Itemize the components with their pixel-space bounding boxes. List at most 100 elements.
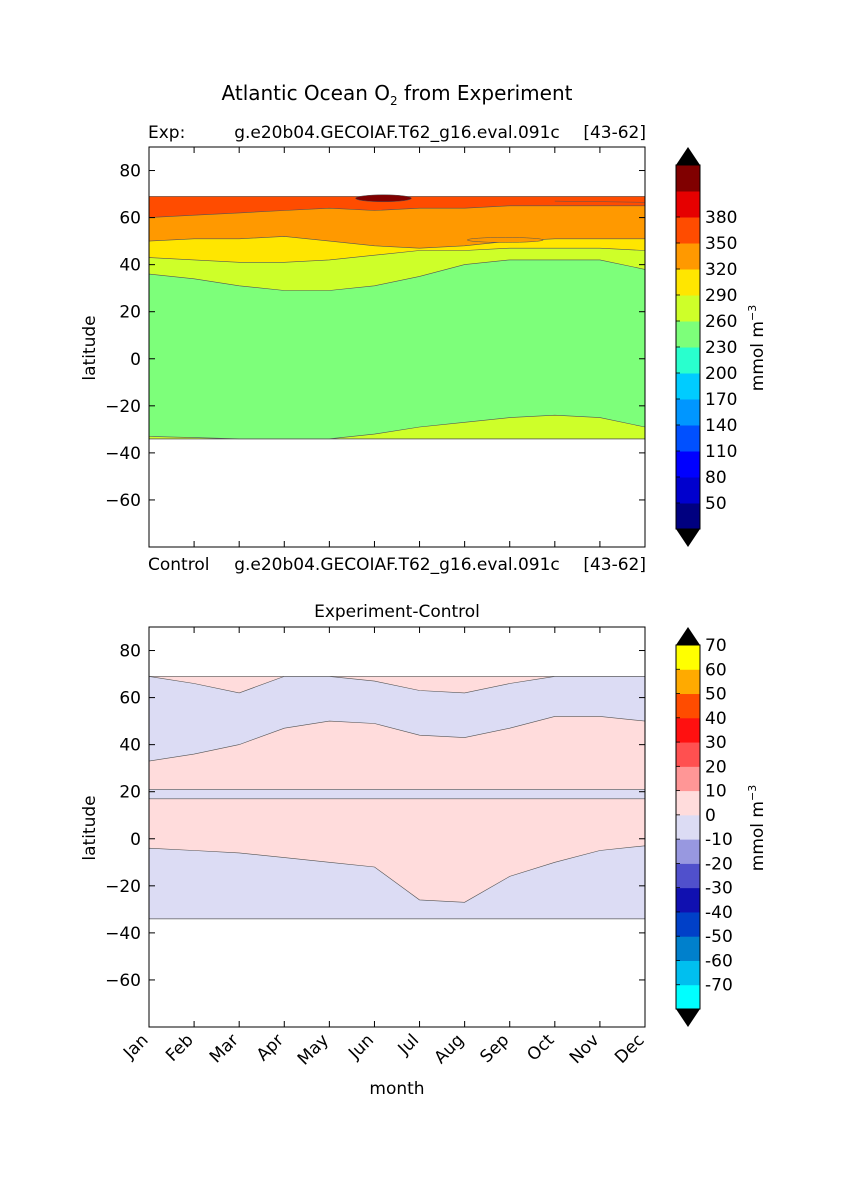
colorbar-tick-label: 110 bbox=[705, 442, 737, 462]
y-tick-label: 80 bbox=[119, 642, 141, 662]
colorbar-swatch bbox=[676, 911, 700, 937]
colorbar-tick-label: 0 bbox=[705, 806, 716, 826]
difference-title: Experiment-Control bbox=[314, 602, 480, 622]
colorbar-swatch bbox=[676, 742, 700, 767]
x-tick-label: Sep bbox=[476, 1030, 513, 1067]
y-tick-label: 60 bbox=[119, 689, 141, 709]
colorbar-tick-label: 200 bbox=[705, 364, 737, 384]
top-colorbar-label: mmol m−3 bbox=[746, 305, 768, 391]
y-tick-label: 0 bbox=[130, 350, 141, 370]
top-title-left: Exp: bbox=[148, 123, 185, 143]
figure-title: Atlantic Ocean O2 from Experiment bbox=[222, 81, 573, 108]
colorbar-swatch bbox=[676, 425, 700, 452]
experiment-contour-panel: 80 60 40 20 0 −20 −40 −60 bbox=[105, 146, 646, 548]
colorbar-swatch bbox=[676, 887, 700, 913]
colorbar-tick-label: 60 bbox=[705, 660, 727, 680]
x-tick-label: Nov bbox=[566, 1030, 604, 1068]
top-title-center: g.e20b04.GECOIAF.T62_g16.eval.091c bbox=[234, 123, 560, 143]
x-tick-label: May bbox=[294, 1030, 333, 1069]
colorbar-swatch bbox=[676, 790, 700, 816]
region-neg10-0-south bbox=[149, 845, 645, 920]
region-290-320-lens bbox=[466, 237, 544, 243]
region-200-230 bbox=[149, 259, 645, 440]
colorbar-tick-label: 260 bbox=[705, 312, 737, 332]
colorbar-tick-label: -40 bbox=[705, 903, 733, 923]
colorbar-tick-label: 350 bbox=[705, 234, 737, 254]
colorbar-swatch bbox=[676, 243, 700, 270]
colorbar-tick-label: 30 bbox=[705, 733, 727, 753]
difference-contour-panel: 80 60 40 20 0 −20 −40 −60 Jan Feb Mar Apr May Jun Jul A… bbox=[105, 626, 649, 1069]
colorbar-swatch bbox=[676, 766, 700, 792]
y-tick-label: 20 bbox=[119, 783, 141, 803]
experiment-colorbar: 50 80 110 140 170 200 230 260 290 320 350 380 bbox=[675, 147, 737, 547]
y-tick-label: −60 bbox=[105, 491, 141, 511]
colorbar-tick-label: 140 bbox=[705, 416, 737, 436]
x-tick-label: Jun bbox=[344, 1030, 378, 1064]
top-y-axis-label: latitude bbox=[80, 315, 100, 380]
y-tick-label: 40 bbox=[119, 736, 141, 756]
colorbar-tick-label: -10 bbox=[705, 830, 733, 850]
colorbar-swatch bbox=[676, 717, 700, 743]
colorbar-tick-label: -20 bbox=[705, 854, 733, 874]
x-tick-label: Jul bbox=[394, 1030, 423, 1059]
y-tick-label: 60 bbox=[119, 209, 141, 229]
colorbar-tick-label: -70 bbox=[705, 976, 733, 996]
colorbar-tick-label: -50 bbox=[705, 927, 733, 947]
control-label-left: Control bbox=[148, 555, 209, 575]
axes-frame bbox=[148, 626, 646, 1028]
colorbar-tick-label: 50 bbox=[705, 685, 727, 705]
x-tick-label: Mar bbox=[206, 1030, 243, 1067]
colorbar-swatch bbox=[676, 295, 700, 322]
colorbar-tick-label: -30 bbox=[705, 879, 733, 899]
colorbar-swatch bbox=[676, 217, 700, 244]
control-label-right: [43-62] bbox=[583, 555, 646, 575]
colorbar-tick-label: 10 bbox=[705, 782, 727, 802]
colorbar-swatch bbox=[676, 936, 700, 961]
colorbar-extend-max bbox=[676, 147, 700, 165]
colorbar-swatch bbox=[676, 165, 700, 192]
region-neg10-0-north bbox=[149, 676, 645, 762]
colorbar-tick-label: 170 bbox=[705, 390, 737, 410]
colorbar-extend-min bbox=[676, 1009, 700, 1027]
colorbar-swatch bbox=[676, 669, 700, 695]
colorbar-swatch bbox=[676, 503, 700, 530]
y-tick-label: 0 bbox=[130, 830, 141, 850]
colorbar-tick-label: 290 bbox=[705, 286, 737, 306]
x-tick-label: Jan bbox=[119, 1030, 152, 1063]
colorbar-swatch bbox=[676, 373, 700, 400]
colorbar-tick-label: 80 bbox=[705, 468, 727, 488]
axes-frame bbox=[148, 146, 646, 548]
colorbar-swatch bbox=[676, 269, 700, 296]
region-380-410 bbox=[355, 194, 412, 203]
y-tick-label: −60 bbox=[105, 971, 141, 991]
region-neg10-0-strip bbox=[149, 789, 645, 800]
control-label-center: g.e20b04.GECOIAF.T62_g16.eval.091c bbox=[234, 555, 560, 575]
top-title-right: [43-62] bbox=[583, 123, 646, 143]
colorbar-extend-min bbox=[676, 529, 700, 547]
colorbar-tick-label: 320 bbox=[705, 260, 737, 280]
x-tick-label: Apr bbox=[253, 1030, 288, 1065]
difference-colorbar: -70 -60 -50 -40 -30 -20 -10 0 10 20 30 40 50 60 70 bbox=[675, 627, 733, 1027]
x-tick-label: Aug bbox=[431, 1030, 469, 1068]
y-tick-label: −20 bbox=[105, 877, 141, 897]
colorbar-tick-label: 70 bbox=[705, 636, 727, 656]
colorbar-tick-label: -60 bbox=[705, 951, 733, 971]
colorbar-frame bbox=[675, 644, 701, 1010]
y-tick-label: 40 bbox=[119, 256, 141, 276]
y-tick-label: −40 bbox=[105, 924, 141, 944]
colorbar-swatch bbox=[676, 960, 700, 986]
x-tick-label: Dec bbox=[611, 1030, 648, 1067]
y-tick-label: 20 bbox=[119, 303, 141, 323]
colorbar-tick-label: 40 bbox=[705, 709, 727, 729]
colorbar-swatch bbox=[676, 477, 700, 504]
colorbar-tick-label: 380 bbox=[705, 208, 737, 228]
colorbar-swatch bbox=[676, 645, 700, 670]
colorbar-swatch bbox=[676, 451, 700, 478]
x-axis-label: month bbox=[369, 1079, 424, 1099]
y-tick-label: −20 bbox=[105, 397, 141, 417]
x-tick-label: Oct bbox=[523, 1030, 558, 1065]
colorbar-swatch bbox=[676, 863, 700, 889]
bottom-colorbar-label: mmol m−3 bbox=[746, 785, 768, 871]
colorbar-swatch bbox=[676, 814, 700, 840]
